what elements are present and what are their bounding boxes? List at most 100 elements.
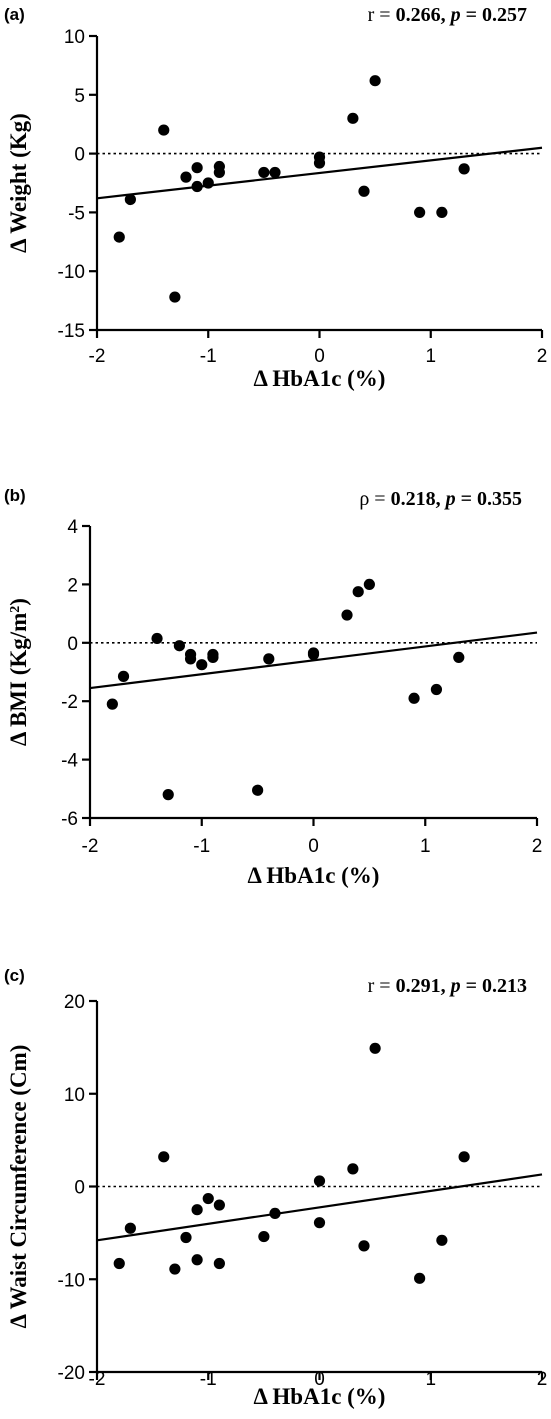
data-point <box>202 1192 214 1205</box>
data-point <box>113 1257 125 1270</box>
y-axis-title-main: Δ BMI (Kg/m <box>6 613 31 746</box>
data-point <box>258 166 270 179</box>
data-point <box>458 1151 470 1163</box>
data-point <box>213 1199 225 1211</box>
data-point <box>436 1234 448 1246</box>
x-axis-title: Δ HbA1c (%) <box>254 366 386 391</box>
regression-line <box>96 1173 543 1242</box>
data-point <box>124 1222 136 1234</box>
data-point <box>162 789 174 801</box>
data-point <box>169 1263 181 1275</box>
data-point <box>313 1175 326 1187</box>
data-point <box>347 1163 359 1175</box>
data-point <box>414 206 426 218</box>
data-point <box>180 171 192 183</box>
data-point <box>453 651 465 664</box>
correlation-annotation: ρ = 0.218, p = 0.355 <box>359 488 522 510</box>
data-point <box>151 632 163 645</box>
x-tick-label: 2 <box>537 1369 548 1390</box>
data-point <box>341 609 353 621</box>
data-point <box>347 112 359 124</box>
y-tick-label: 0 <box>67 634 78 655</box>
data-point <box>414 1272 426 1284</box>
y-axis-title-main: Δ Weight (Kg) <box>6 113 31 253</box>
data-point <box>106 698 118 710</box>
data-point <box>313 1217 326 1229</box>
data-point <box>436 206 448 218</box>
data-point <box>430 683 443 696</box>
x-axis-title: Δ HbA1c (%) <box>248 863 380 888</box>
y-tick-label: -5 <box>68 203 85 224</box>
y-tick-label: 2 <box>67 575 78 596</box>
panel-label: (a) <box>4 5 25 24</box>
data-point <box>158 1151 170 1163</box>
y-axis-title-main: Δ Waist Circumference (Cm) <box>6 1045 31 1329</box>
y-tick-label: 5 <box>74 86 85 107</box>
stat-value: 0.218, <box>391 488 446 510</box>
data-point <box>113 231 125 243</box>
p-value: = 0.355 <box>456 488 522 510</box>
p-value: = 0.257 <box>461 4 527 26</box>
y-tick-label: -10 <box>58 262 85 283</box>
data-point <box>269 166 281 179</box>
p-label: p <box>449 4 461 26</box>
y-axis-title: Δ Waist Circumference (Cm) <box>6 1045 31 1329</box>
x-tick-label: 2 <box>532 836 543 857</box>
data-point <box>191 1204 203 1216</box>
data-point <box>196 659 208 671</box>
data-point <box>458 163 470 175</box>
stat-value: 0.291, <box>396 975 451 997</box>
x-tick-label: 1 <box>425 346 436 367</box>
p-value: = 0.213 <box>461 975 527 997</box>
data-point <box>124 193 136 206</box>
regression-line <box>89 631 538 690</box>
data-point <box>307 648 320 661</box>
data-point <box>269 1207 281 1219</box>
data-point <box>358 1240 370 1252</box>
p-label: p <box>449 975 461 997</box>
x-tick-label: -1 <box>200 1369 217 1390</box>
x-tick-label: -1 <box>200 346 217 367</box>
data-point <box>191 162 203 174</box>
y-tick-label: 10 <box>64 27 85 48</box>
y-tick-label: -15 <box>58 321 85 342</box>
y-axis-title-superscript: 2 <box>8 606 23 613</box>
data-point <box>213 1257 225 1270</box>
data-point <box>408 692 420 704</box>
data-point <box>263 653 275 665</box>
x-tick-label: -2 <box>89 346 106 367</box>
correlation-annotation: r = 0.266, p = 0.257 <box>368 4 527 26</box>
stat-lead: r = <box>368 4 396 26</box>
y-tick-label: 4 <box>67 517 78 538</box>
data-point <box>117 670 130 682</box>
data-point <box>207 651 219 664</box>
data-point <box>252 784 264 796</box>
y-axis-title: Δ BMI (Kg/m2) <box>6 598 31 746</box>
y-axis-title: Δ Weight (Kg) <box>6 113 31 253</box>
correlation-annotation: r = 0.291, p = 0.213 <box>368 975 527 997</box>
data-point <box>202 177 214 189</box>
y-tick-label: -4 <box>61 751 78 772</box>
data-point <box>358 185 370 197</box>
stat-value: 0.266, <box>396 4 451 26</box>
x-tick-label: 0 <box>314 346 325 367</box>
x-axis-title: Δ HbA1c (%) <box>254 1384 386 1409</box>
data-point <box>184 653 197 665</box>
data-point <box>173 640 185 652</box>
y-tick-label: -10 <box>58 1270 85 1291</box>
x-tick-label: 1 <box>420 836 431 857</box>
x-tick-label: -1 <box>193 836 210 857</box>
data-point <box>180 1231 192 1244</box>
y-tick-label: 0 <box>74 145 85 166</box>
data-point <box>369 1042 381 1054</box>
data-point <box>169 291 181 303</box>
y-tick-label: 20 <box>64 992 85 1013</box>
stat-lead: ρ = <box>359 488 390 510</box>
y-tick-label: -6 <box>61 809 78 830</box>
x-tick-label: -2 <box>89 1369 106 1390</box>
x-tick-label: 2 <box>537 346 548 367</box>
